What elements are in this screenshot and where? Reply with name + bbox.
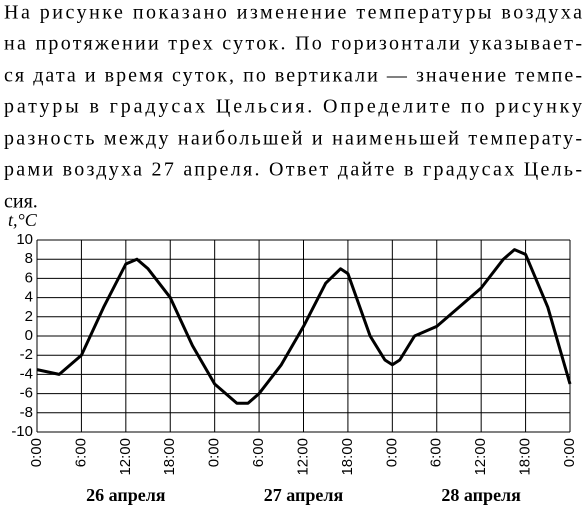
problem-line: рами воздуха 27 апреля. Ответ дайте в гр… — [4, 159, 582, 181]
problem-line: ся дата и время суток, по вертикали — зн… — [4, 65, 582, 87]
y-tick-label: -4 — [20, 365, 33, 382]
y-tick-label: 6 — [25, 269, 33, 286]
x-tick-label: 6:00 — [72, 438, 89, 467]
x-tick-label: 0:00 — [28, 438, 45, 467]
x-tick-label: 12:00 — [472, 438, 489, 476]
x-tick-label: 0:00 — [383, 438, 400, 467]
x-tick-label: 0:00 — [206, 438, 223, 467]
y-tick-label: -2 — [20, 346, 33, 363]
problem-line: сия. — [4, 191, 38, 213]
day-label: 26 апреля — [86, 485, 166, 505]
y-tick-label: 8 — [25, 250, 33, 267]
y-tick-label: -10 — [11, 423, 33, 440]
x-tick-label: 18:00 — [517, 438, 534, 476]
y-tick-label: -8 — [20, 404, 33, 421]
problem-line: разность между наибольшей и наименьшей т… — [4, 128, 582, 150]
y-tick-label: 4 — [25, 289, 33, 306]
temperature-line — [36, 248, 572, 405]
y-tick-label: 2 — [25, 308, 33, 325]
problem-line: На рисунке показано изменение температур… — [4, 2, 582, 24]
x-tick-label: 12:00 — [294, 438, 311, 476]
day-label: 27 апреля — [264, 485, 344, 505]
x-tick-label: 0:00 — [561, 438, 578, 467]
y-tick-label: -6 — [20, 385, 33, 402]
x-tick-label: 6:00 — [250, 438, 267, 467]
x-tick-label: 12:00 — [117, 438, 134, 476]
y-tick-label: 0 — [25, 327, 33, 344]
x-tick-label: 18:00 — [339, 438, 356, 476]
x-tick-label: 18:00 — [161, 438, 178, 476]
x-tick-label: 6:00 — [428, 438, 445, 467]
problem-line: ратуры в градусах Цельсия. Определите по… — [4, 96, 582, 118]
y-axis-label: t,°C — [8, 210, 38, 230]
y-tick-label: 10 — [16, 231, 33, 248]
day-label: 28 апреля — [441, 485, 521, 505]
problem-line: на протяжении трех суток. По горизонтали… — [4, 33, 582, 55]
